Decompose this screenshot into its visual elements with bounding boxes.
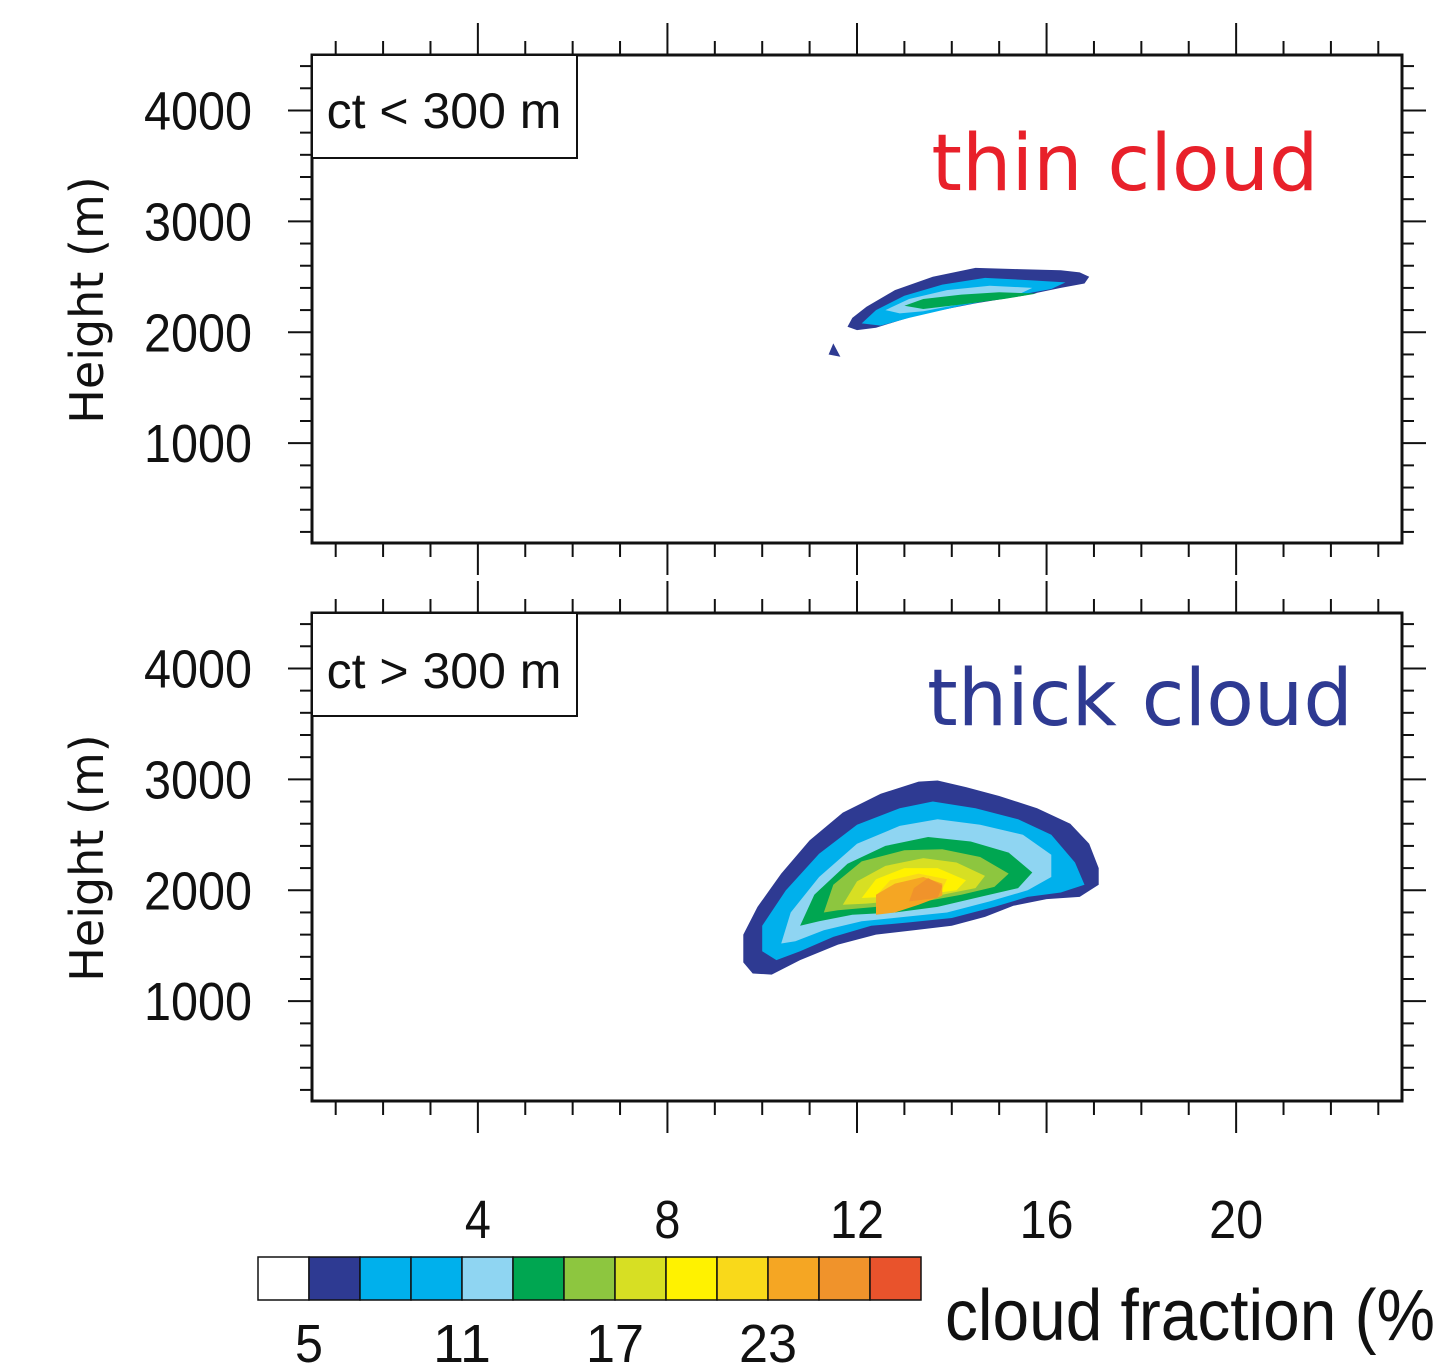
colorbar-label: 17 [586,1314,644,1369]
colorbar-swatch [563,1256,616,1301]
contour-level-17 [904,292,1038,309]
x-tick-label: 12 [830,1190,884,1250]
colorbar-swatch [461,1256,514,1301]
annotation-box [311,54,578,159]
axis-ticks [288,581,1426,1133]
y-tick-label: 1000 [144,972,252,1032]
y-tick-labels: 1000 2000 3000 4000 [144,639,252,1032]
colorbar-swatch [359,1256,412,1301]
x-tick-label: 16 [1020,1190,1074,1250]
axis-ticks [288,23,1426,575]
colorbar: 5 11 17 23 cloud fraction (% [257,1256,1435,1369]
contour-fills [743,780,1099,975]
colorbar-label: 11 [433,1314,491,1369]
colorbar-swatch [716,1256,769,1301]
panel-thick-cloud: ct > 300 m thick cloud Height (m) 1000 20… [60,581,1426,1250]
x-tick-labels: 4 8 12 16 20 [465,1190,1263,1250]
colorbar-swatch [767,1256,820,1301]
y-axis-label: Height (m) [60,176,114,423]
y-tick-labels: 1000 2000 3000 4000 [144,81,252,474]
colorbar-swatch [869,1256,922,1301]
colorbar-label: 5 [295,1314,323,1369]
y-tick-label: 4000 [144,639,252,699]
colorbar-title: cloud fraction (% [945,1276,1435,1356]
y-tick-label: 1000 [144,414,252,474]
contour-fills [828,267,1090,357]
colorbar-swatch [410,1256,463,1301]
colorbar-swatch [614,1256,667,1301]
y-axis-label: Height (m) [60,734,114,981]
y-tick-label: 3000 [144,750,252,810]
annotation-box-text: ct < 300 m [327,83,562,139]
x-tick-label: 20 [1209,1190,1263,1250]
colorbar-swatch [257,1256,310,1301]
y-tick-label: 2000 [144,861,252,921]
colorbar-swatch [818,1256,871,1301]
colorbar-labels: 5 11 17 23 [295,1314,797,1369]
colorbar-swatches [257,1256,922,1301]
x-tick-label: 4 [465,1190,491,1250]
colorbar-swatch [512,1256,565,1301]
contour-level-5 [828,343,841,357]
annotation-label: thin cloud [931,119,1318,209]
colorbar-swatch [665,1256,718,1301]
x-tick-label: 8 [654,1190,680,1250]
annotation-label: thick cloud [927,654,1353,744]
colorbar-label: 23 [739,1314,797,1369]
colorbar-swatch [308,1256,361,1301]
panel-thin-cloud: ct < 300 m thin cloud Height (m) 1000 200… [60,23,1426,575]
y-tick-label: 2000 [144,303,252,363]
contour-level-35 [909,878,943,902]
annotation-box [311,612,578,717]
annotation-box-text: ct > 300 m [327,643,562,699]
y-tick-label: 3000 [144,192,252,252]
y-tick-label: 4000 [144,81,252,141]
